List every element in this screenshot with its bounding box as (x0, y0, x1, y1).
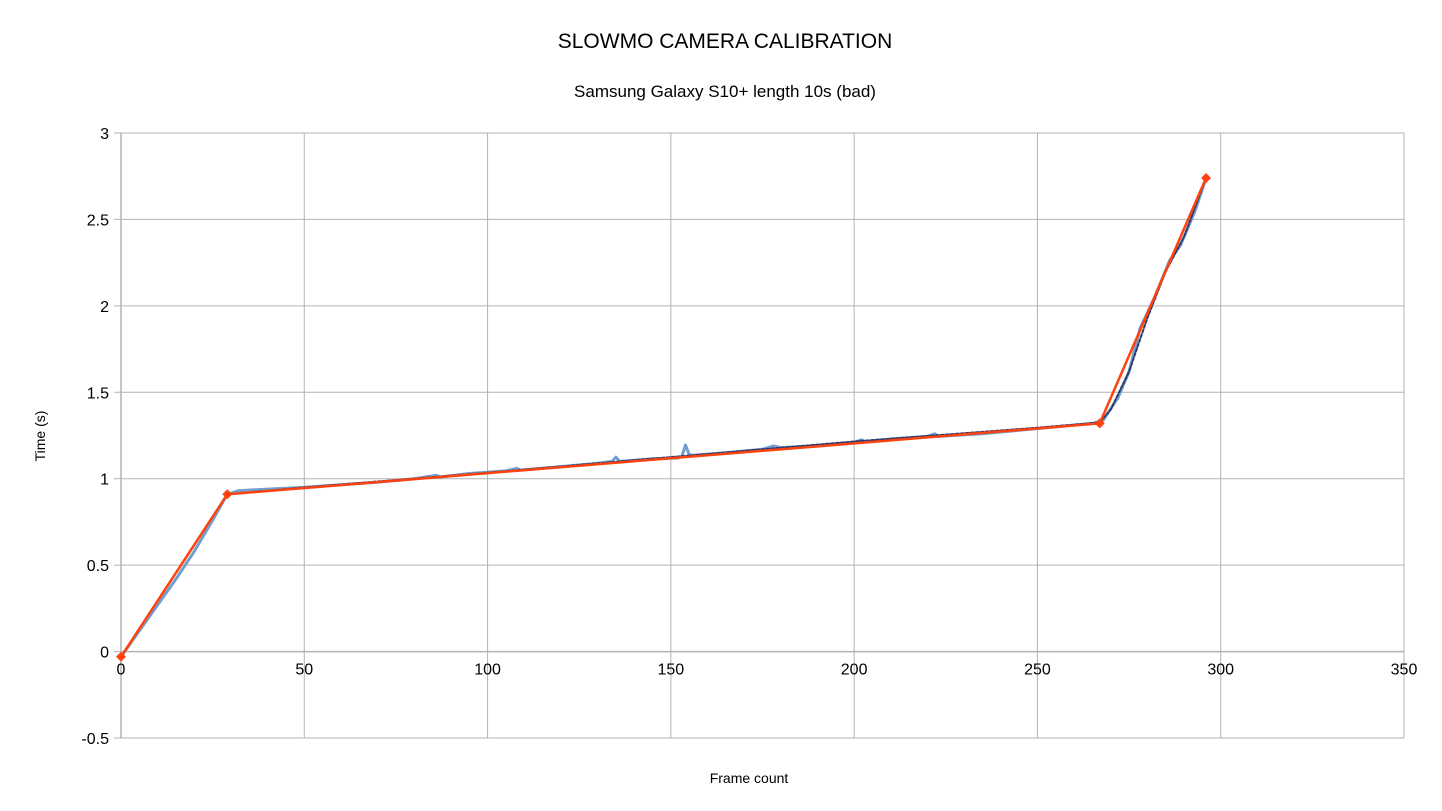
chart-subtitle: Samsung Galaxy S10+ length 10s (bad) (574, 82, 876, 101)
y-tick-label-2: 0.5 (87, 558, 109, 575)
x-tick-label-0: 0 (117, 662, 126, 679)
y-tick-label-6: 2.5 (87, 212, 109, 229)
y-tick-label-7: 3 (100, 126, 109, 143)
y-tick-label-0: -0.5 (81, 731, 109, 748)
x-tick-label-3: 150 (658, 662, 685, 679)
data-point-2-3 (1201, 172, 1212, 183)
x-axis-title: Frame count (710, 770, 789, 786)
y-tick-label-3: 1 (100, 472, 109, 489)
x-tick-label-2: 100 (474, 662, 501, 679)
series-line-1 (120, 176, 1208, 658)
data-point-2-1 (222, 489, 233, 500)
x-tick-label-6: 300 (1207, 662, 1234, 679)
tick-labels: 0 50 100 150 200 250 300 350 -0.5 0 0.5 1 1.5 2 2.5 3 (81, 126, 1417, 748)
grid (114, 132, 1405, 739)
series-layer (116, 172, 1212, 662)
x-tick-label-1: 50 (295, 662, 313, 679)
x-tick-label-5: 250 (1024, 662, 1051, 679)
chart-title: SLOWMO CAMERA CALIBRATION (558, 30, 893, 53)
data-point-2-2 (1094, 418, 1105, 429)
y-tick-label-5: 2 (100, 299, 109, 316)
series-line-2 (119, 176, 1208, 659)
series-line-0 (119, 176, 1208, 659)
data-point-2-0 (116, 651, 126, 662)
x-tick-label-7: 350 (1391, 662, 1418, 679)
y-tick-label-4: 1.5 (87, 385, 109, 402)
y-tick-label-1: 0 (100, 645, 109, 662)
y-axis-title: Time (s) (32, 411, 48, 462)
x-tick-label-4: 200 (841, 662, 868, 679)
